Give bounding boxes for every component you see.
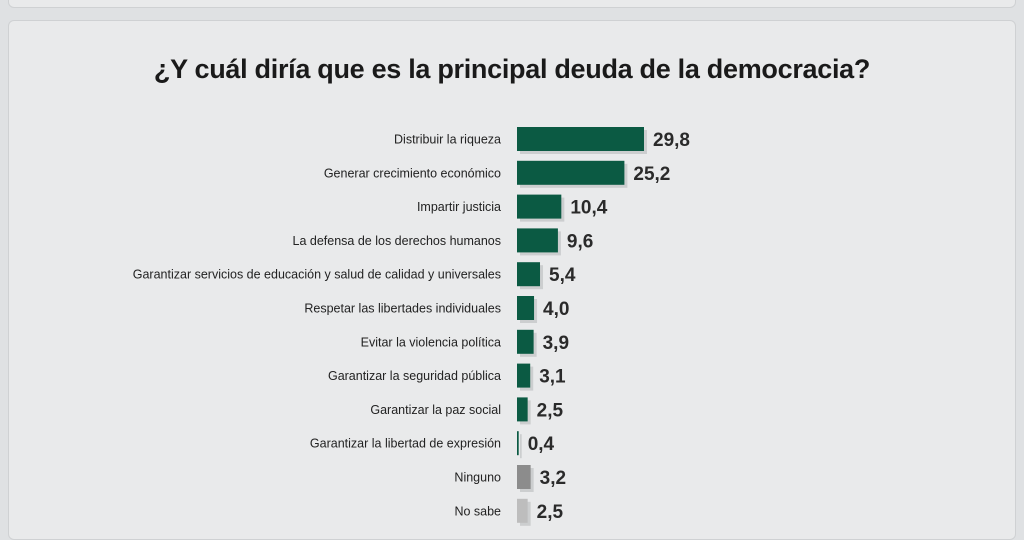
category-label: Evitar la violencia política xyxy=(361,335,501,349)
bar-1 xyxy=(517,127,644,151)
bar-2 xyxy=(517,160,625,185)
bar-3 xyxy=(517,194,562,219)
value-label: 5,4 xyxy=(549,265,576,286)
bar-5 xyxy=(517,262,541,287)
value-label: 3,1 xyxy=(539,367,566,388)
category-label: Garantizar la paz social xyxy=(370,403,501,417)
category-label: Garantizar la libertad de expresión xyxy=(310,437,501,451)
previous-card xyxy=(8,0,1016,8)
category-label: La defensa de los derechos humanos xyxy=(293,234,501,248)
value-label: 0,4 xyxy=(528,434,555,455)
category-label: Generar crecimiento económico xyxy=(324,166,501,180)
bar-shadow xyxy=(520,434,522,459)
value-label: 4,0 xyxy=(543,299,569,320)
bar-12 xyxy=(517,498,528,523)
bar-6 xyxy=(517,296,535,320)
bar-7 xyxy=(517,329,534,354)
bar-9 xyxy=(517,397,528,422)
bar-10 xyxy=(517,431,519,456)
bar-8 xyxy=(517,363,531,388)
chart-title: ¿Y cuál diría que es la principal deuda … xyxy=(153,54,871,84)
value-label: 10,4 xyxy=(570,198,607,219)
category-label: Ninguno xyxy=(454,471,501,485)
value-label: 9,6 xyxy=(567,231,593,252)
category-label: No sabe xyxy=(454,504,501,518)
value-label: 3,2 xyxy=(540,468,566,489)
value-label: 2,5 xyxy=(537,502,564,523)
category-label: Impartir justicia xyxy=(417,200,501,214)
category-label: Garantizar la seguridad pública xyxy=(328,369,501,383)
category-label: Respetar las libertades individuales xyxy=(304,302,501,316)
value-label: 25,2 xyxy=(633,164,670,185)
value-label: 3,9 xyxy=(543,333,569,354)
category-label: Distribuir la riqueza xyxy=(394,133,501,147)
bar-11 xyxy=(517,465,531,489)
category-label: Garantizar servicios de educación y salu… xyxy=(133,268,501,282)
bar-4 xyxy=(517,228,558,253)
value-label: 2,5 xyxy=(537,400,564,421)
value-label: 29,8 xyxy=(653,130,690,151)
